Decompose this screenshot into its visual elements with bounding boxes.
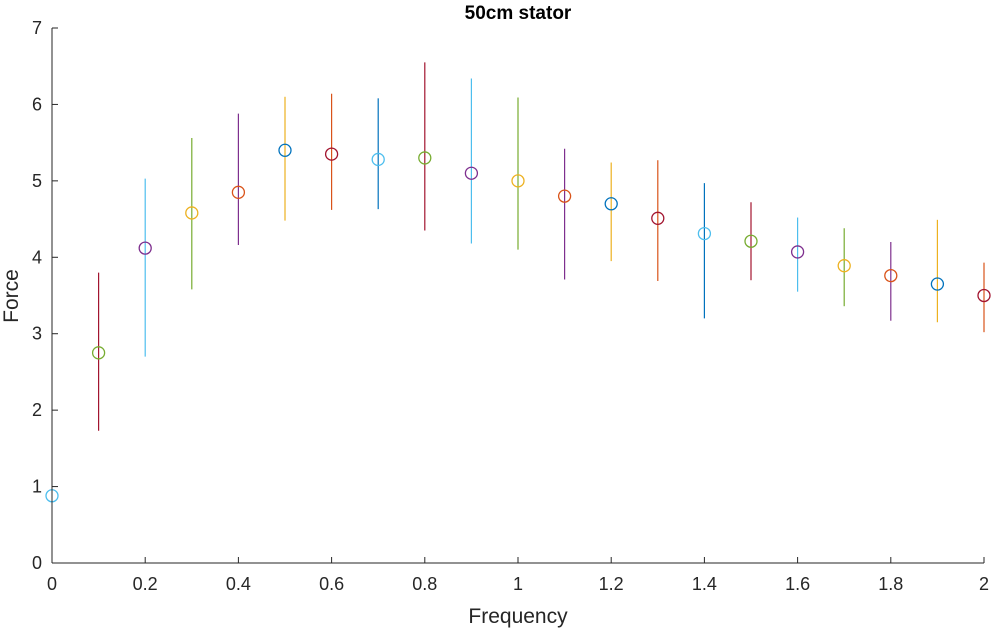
- data-point: [91, 346, 106, 360]
- x-tick-label: 0.2: [133, 574, 158, 594]
- data-point: [744, 234, 758, 248]
- data-point: [790, 245, 805, 259]
- data-point: [185, 206, 199, 220]
- x-axis-label: Frequency: [468, 605, 568, 628]
- y-tick-label: 0: [32, 553, 42, 573]
- x-tick-label: 0.6: [319, 574, 344, 594]
- data-point: [604, 197, 618, 211]
- x-tick-label: 1: [513, 574, 523, 594]
- data-point: [697, 226, 712, 241]
- y-tick-label: 6: [32, 94, 42, 114]
- plot-area: [45, 62, 991, 503]
- data-point: [651, 211, 665, 225]
- y-tick-label: 5: [32, 171, 42, 191]
- data-point: [324, 147, 339, 161]
- chart-title: 50cm stator: [465, 3, 572, 24]
- x-axis: 0 0.2 0.4 0.6 0.8 1 1.2 1.4 1.6 1.8 2: [47, 557, 989, 594]
- x-tick-label: 0.8: [412, 574, 437, 594]
- data-point: [511, 174, 525, 188]
- data-point: [930, 277, 945, 291]
- data-point: [231, 185, 246, 199]
- y-tick-label: 3: [32, 324, 42, 344]
- data-point: [977, 288, 991, 303]
- x-tick-label: 0.4: [226, 574, 251, 594]
- x-tick-label: 1.8: [878, 574, 903, 594]
- x-tick-label: 0: [47, 574, 57, 594]
- x-tick-label: 1.6: [785, 574, 810, 594]
- y-tick-label: 4: [32, 247, 42, 267]
- data-point: [278, 143, 292, 157]
- y-tick-label: 1: [32, 477, 42, 497]
- data-point: [837, 259, 851, 273]
- y-tick-label: 7: [32, 18, 42, 38]
- data-point: [138, 241, 152, 255]
- data-point: [464, 166, 479, 180]
- x-tick-label: 1.2: [599, 574, 624, 594]
- y-axis: 0 1 2 3 4 5 6 7: [32, 18, 58, 573]
- data-point: [418, 151, 432, 165]
- x-tick-label: 2: [979, 574, 989, 594]
- y-tick-label: 2: [32, 400, 42, 420]
- y-axis-label: Force: [0, 269, 23, 323]
- data-point: [884, 268, 898, 283]
- x-tick-label: 1.4: [692, 574, 717, 594]
- data-point: [557, 189, 572, 203]
- data-point: [371, 152, 385, 167]
